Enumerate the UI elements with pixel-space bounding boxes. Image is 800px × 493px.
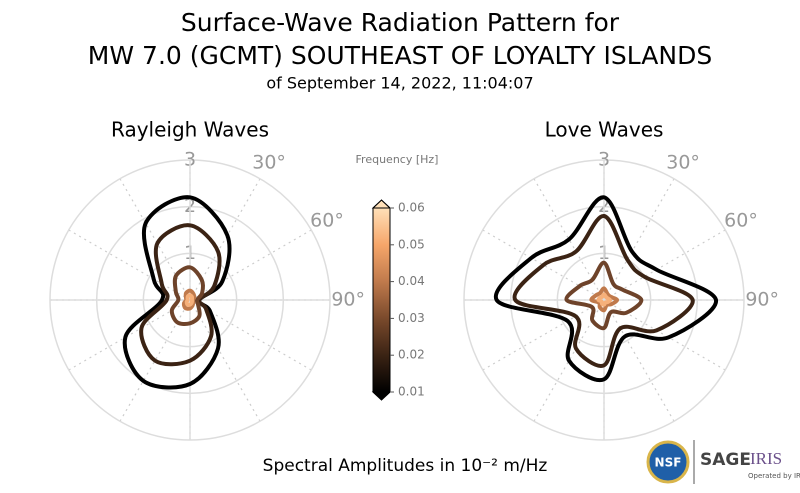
pattern-curve (493, 195, 718, 383)
subplot-title: Love Waves (545, 118, 664, 142)
colorbar-tick-label: 0.02 (398, 348, 425, 362)
pattern-curve (564, 260, 644, 331)
radial-grid (603, 299, 726, 371)
pattern-curve (139, 223, 222, 367)
r-tick-label: 3 (184, 149, 196, 171)
colorbar-tick-label: 0.01 (398, 385, 425, 399)
radial-grid (603, 178, 675, 301)
colorbar-extend (371, 391, 392, 401)
caption: Spectral Amplitudes in 10⁻² m/Hz (263, 456, 548, 476)
colorbar-tick-label: 0.05 (398, 237, 425, 251)
theta-tick-label: 60° (310, 209, 344, 231)
subtitle: of September 14, 2022, 11:04:07 (266, 74, 533, 93)
radial-grid (68, 229, 191, 301)
title: Surface-Wave Radiation Pattern for (181, 8, 620, 37)
pattern-curve (512, 214, 695, 368)
pattern-curve (122, 195, 232, 390)
theta-tick-label: 90° (331, 289, 365, 311)
theta-tick-label: 90° (745, 289, 779, 311)
operated-text: Operated by IRIS (748, 472, 800, 480)
colorbar-tick-label: 0.04 (398, 274, 425, 288)
colorbar-extend (371, 199, 392, 209)
pattern-curve (184, 293, 195, 307)
colorbar-title: Frequency [Hz] (356, 153, 439, 166)
r-tick-label: 3 (598, 149, 610, 171)
theta-tick-label: 30° (666, 151, 700, 173)
pattern-curve (596, 292, 613, 307)
pattern-curve (589, 286, 620, 313)
iris-text: IRIS (750, 449, 782, 468)
nsf-text: NSF (655, 456, 682, 470)
nsf-badge (646, 440, 690, 484)
colorbar-tick-label: 0.06 (398, 201, 425, 215)
colorbar-tick-label: 0.03 (398, 311, 425, 325)
pattern-curve (169, 265, 205, 326)
colorbar (373, 208, 390, 392)
theta-tick-label: 30° (252, 151, 286, 173)
title: MW 7.0 (GCMT) SOUTHEAST OF LOYALTY ISLAN… (88, 41, 712, 70)
subplot-title: Rayleigh Waves (111, 118, 269, 142)
logo: NSF SAGE IRIS Operated by IRIS (646, 440, 800, 484)
sage-text: SAGE (700, 450, 751, 470)
radial-grid (189, 229, 312, 301)
theta-tick-label: 60° (724, 209, 758, 231)
